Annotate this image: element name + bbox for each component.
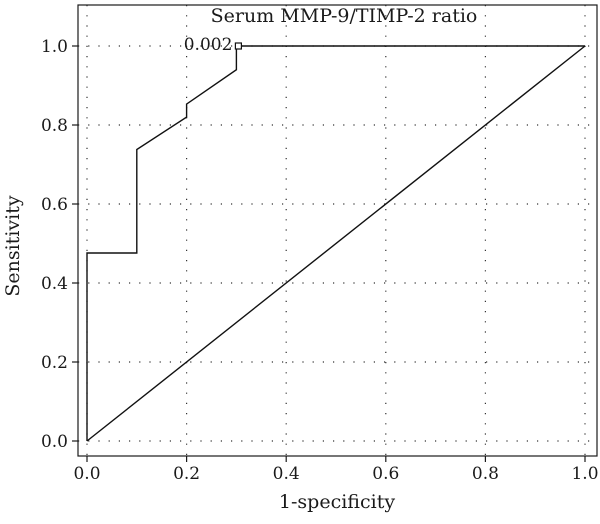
x-tick-label: 0.2: [173, 464, 200, 484]
annotations: 0.002: [184, 35, 242, 55]
series-layer: [86, 45, 586, 442]
chart-title: Serum MMP-9/TIMP-2 ratio: [211, 5, 478, 27]
x-axis-label: 1-specificity: [279, 491, 395, 513]
x-tick-label: 0.8: [472, 464, 499, 484]
y-tick-label: 0.2: [41, 353, 68, 373]
roc-curve: [86, 45, 585, 441]
y-tick-label: 1.0: [41, 37, 68, 57]
grid: [78, 5, 597, 456]
cutoff-annotation: 0.002: [184, 35, 233, 55]
y-tick-label: 0.6: [41, 195, 68, 215]
x-tick-label: 1.0: [571, 464, 598, 484]
x-tick-label: 0.6: [372, 464, 399, 484]
cutoff-marker: [234, 42, 242, 50]
axis-ticks: 0.0 0.2 0.4 0.6 0.8 1.0 0.0 0.2 0.4 0.6 0.8 1.0: [41, 37, 599, 484]
x-tick-label: 0.0: [73, 464, 100, 484]
x-tick-label: 0.4: [273, 464, 300, 484]
plot-frame: [77, 4, 598, 457]
y-tick-label: 0.0: [41, 432, 68, 452]
reference-diagonal: [86, 45, 586, 442]
y-tick-label: 0.4: [41, 274, 68, 294]
y-axis-label: Sensitivity: [2, 195, 24, 296]
y-tick-label: 0.8: [41, 116, 68, 136]
